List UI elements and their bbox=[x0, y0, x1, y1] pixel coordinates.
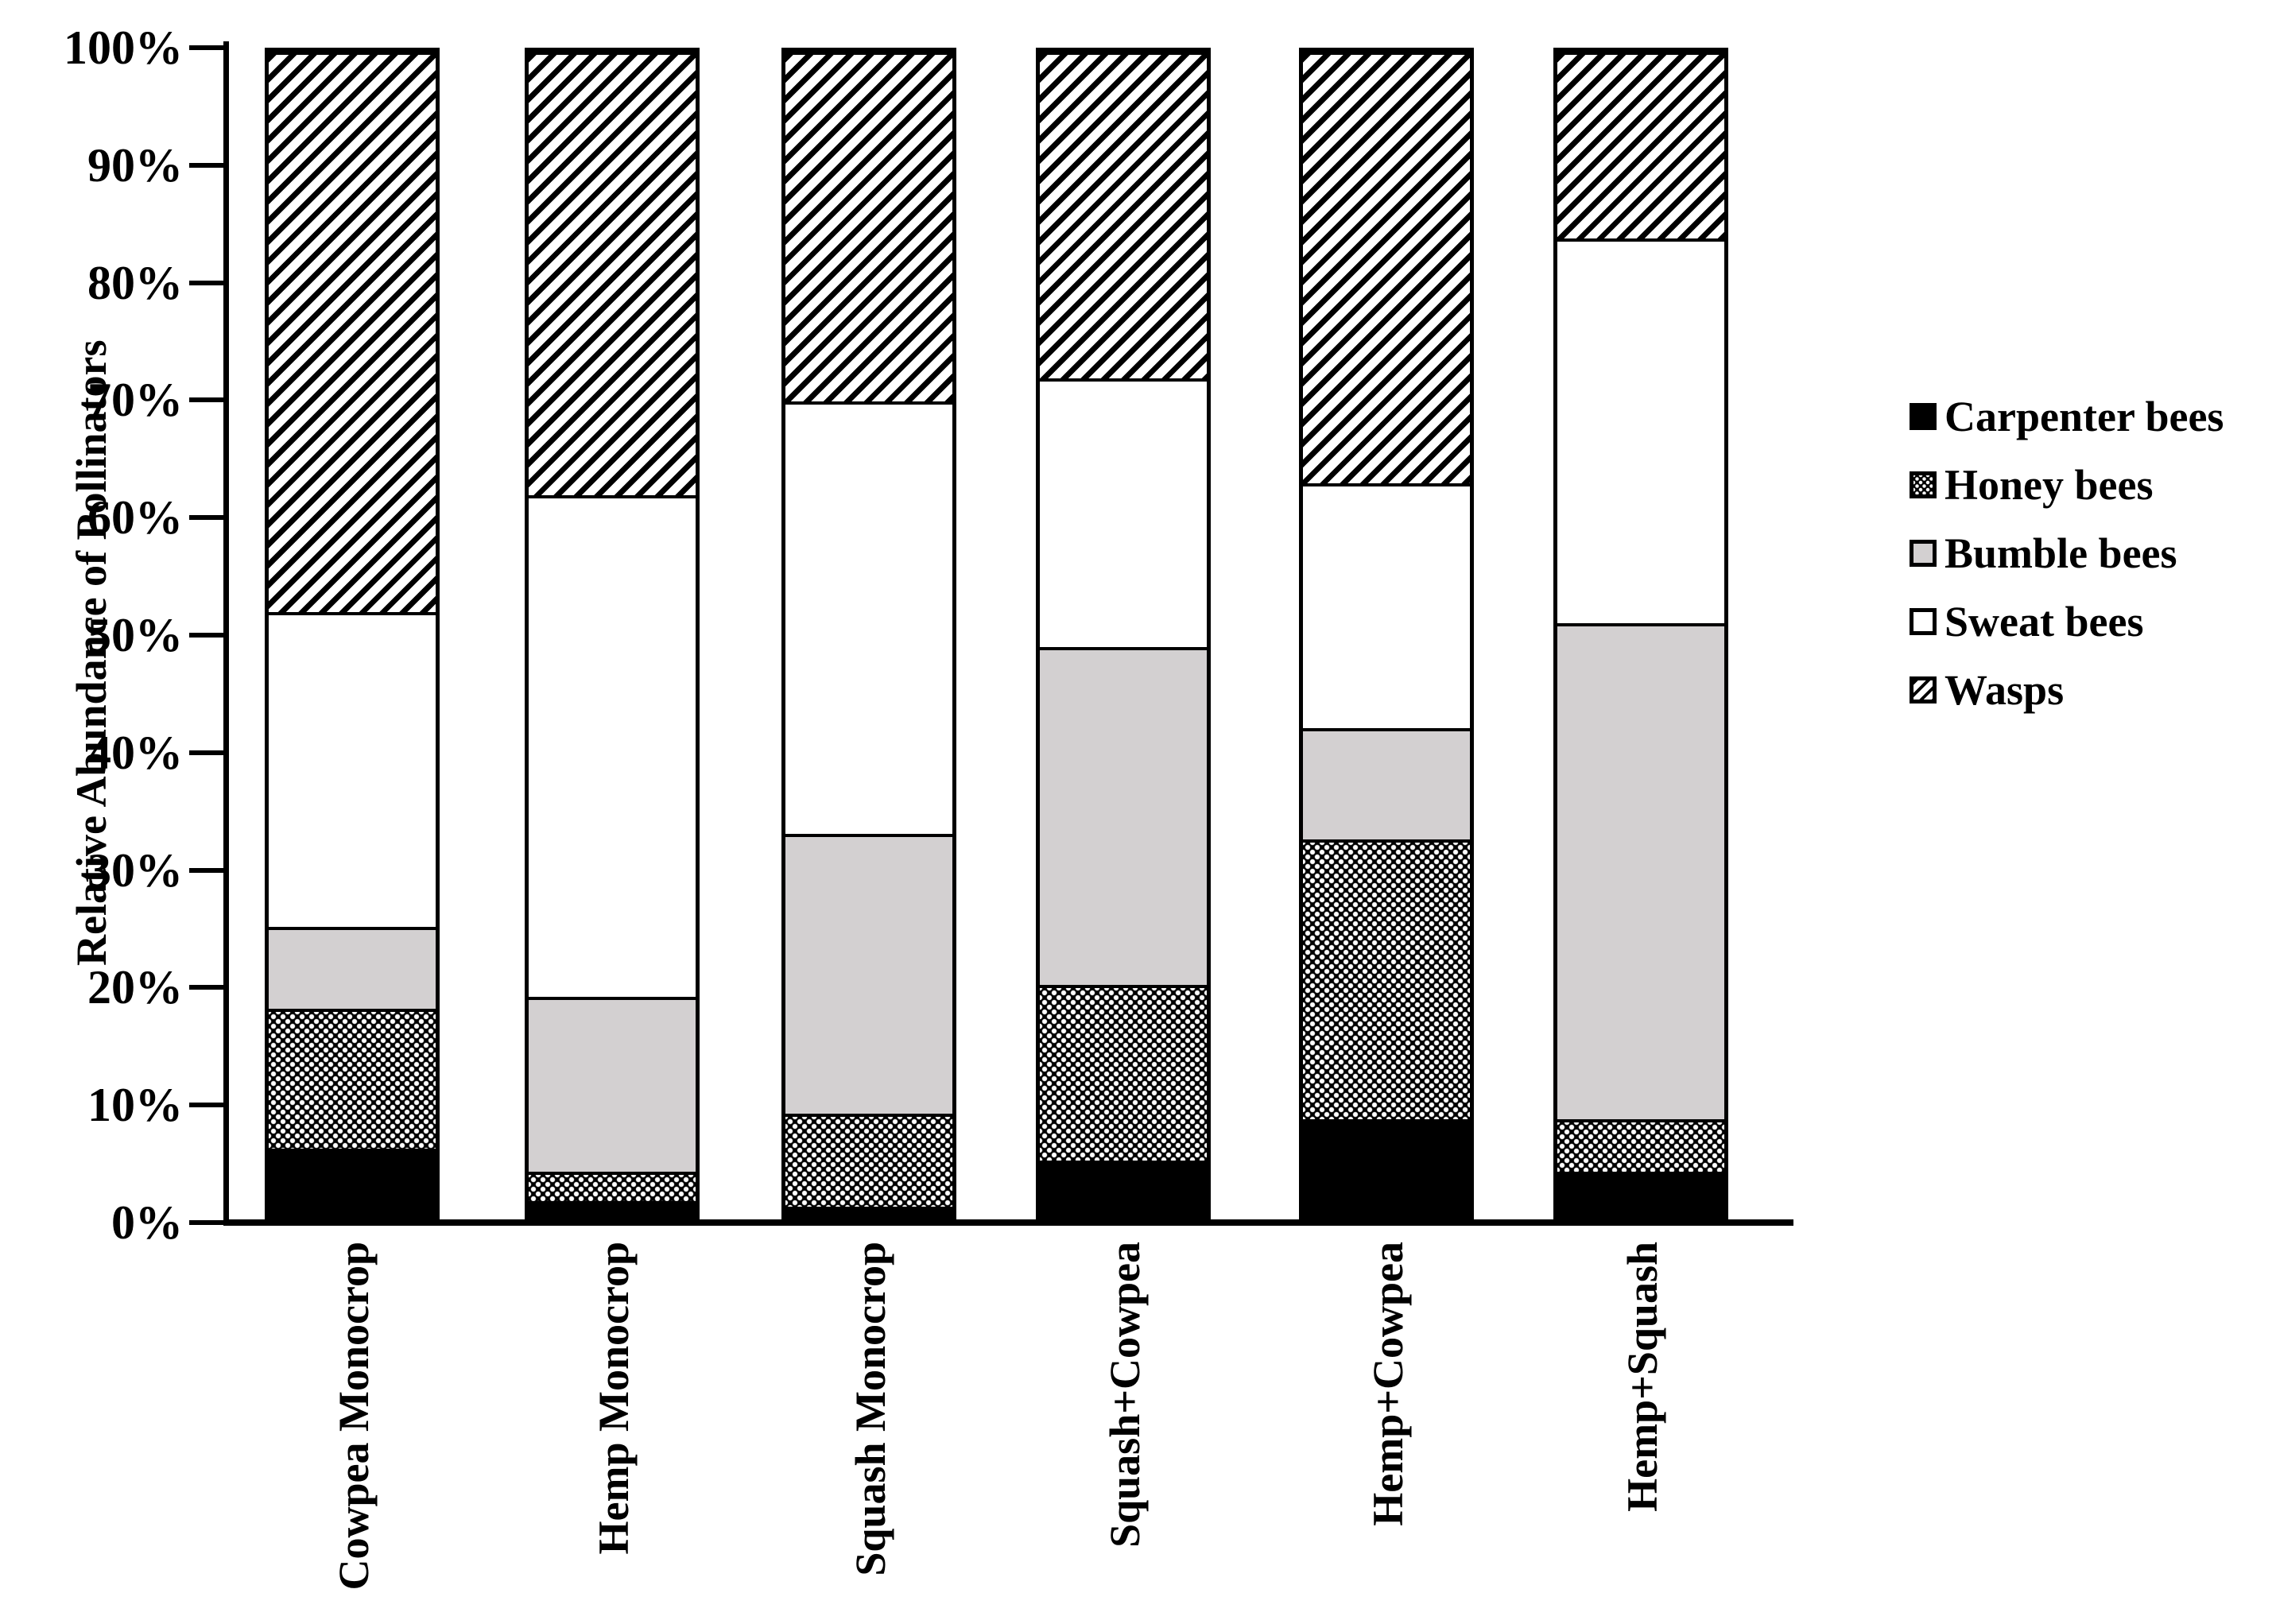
x-axis-label-hemp-squash: Hemp+Squash bbox=[1619, 1242, 1666, 1512]
segment-squash-monocrop-sweat-bees bbox=[785, 401, 952, 834]
x-axis-label-hemp-cowpea: Hemp+Cowpea bbox=[1364, 1242, 1412, 1526]
segment-hemp-monocrop-bumble-bees bbox=[529, 997, 696, 1172]
segment-squash-monocrop-bumble-bees bbox=[785, 833, 952, 1114]
x-axis-label-hemp-monocrop: Hemp Monocrop bbox=[590, 1242, 638, 1555]
y-tick-label-10-: 10% bbox=[87, 1079, 183, 1132]
bar-squash-monocrop bbox=[781, 48, 956, 1223]
legend-item-wasps: Wasps bbox=[1910, 665, 2064, 715]
segment-hemp-monocrop-carpenter-bees bbox=[529, 1200, 696, 1219]
y-tick-20- bbox=[189, 985, 224, 990]
y-tick-40- bbox=[189, 750, 224, 755]
segment-squash-monocrop-honey-bees bbox=[785, 1113, 952, 1207]
legend-swatch-wasps bbox=[1910, 676, 1937, 703]
y-tick-50- bbox=[189, 633, 224, 638]
y-tick-label-50-: 50% bbox=[87, 609, 183, 661]
segment-hemp-monocrop-wasps bbox=[529, 52, 696, 495]
y-tick-label-20-: 20% bbox=[87, 961, 183, 1014]
segment-hemp-monocrop-sweat-bees bbox=[529, 494, 696, 998]
legend-label-sweat-bees: Sweat bees bbox=[1944, 598, 2144, 645]
y-tick-label-40-: 40% bbox=[87, 726, 183, 779]
legend-swatch-carpenter-bees bbox=[1910, 403, 1937, 430]
segment-hemp-cowpea-bumble-bees bbox=[1303, 728, 1470, 839]
x-axis-label-squash-monocrop: Squash Monocrop bbox=[847, 1242, 894, 1576]
segment-squash-monocrop-carpenter-bees bbox=[785, 1207, 952, 1219]
y-tick-label-90-: 90% bbox=[87, 138, 183, 192]
segment-hemp-squash-carpenter-bees bbox=[1557, 1172, 1724, 1219]
segment-squash-cowpea-bumble-bees bbox=[1040, 646, 1207, 986]
segment-hemp-squash-bumble-bees bbox=[1557, 623, 1724, 1120]
x-axis-label-squash-cowpea: Squash+Cowpea bbox=[1101, 1242, 1149, 1548]
legend-swatch-bumble-bees bbox=[1910, 540, 1937, 567]
y-tick-label-60-: 60% bbox=[87, 491, 183, 545]
legend-label-bumble-bees: Bumble bees bbox=[1944, 529, 2177, 577]
segment-squash-cowpea-sweat-bees bbox=[1040, 378, 1207, 647]
y-tick-30- bbox=[189, 867, 224, 873]
legend-item-bumble-bees: Bumble bees bbox=[1910, 528, 2177, 579]
bar-hemp-squash bbox=[1553, 48, 1728, 1223]
segment-squash-cowpea-wasps bbox=[1040, 52, 1207, 379]
segment-hemp-monocrop-honey-bees bbox=[529, 1172, 696, 1201]
legend-label-wasps: Wasps bbox=[1944, 666, 2065, 714]
y-axis-line bbox=[223, 41, 229, 1226]
x-axis-line bbox=[223, 1219, 1793, 1226]
segment-cowpea-monocrop-wasps bbox=[269, 52, 436, 612]
legend-label-honey-bees: Honey bees bbox=[1944, 461, 2154, 509]
legend-label-carpenter-bees: Carpenter bees bbox=[1944, 393, 2224, 440]
x-axis-label-cowpea-monocrop: Cowpea Monocrop bbox=[330, 1242, 378, 1591]
y-tick-90- bbox=[189, 162, 224, 168]
segment-squash-monocrop-wasps bbox=[785, 52, 952, 402]
y-tick-60- bbox=[189, 515, 224, 521]
legend-item-honey-bees: Honey bees bbox=[1910, 459, 2154, 510]
y-tick-10- bbox=[189, 1103, 224, 1108]
y-tick-label-100-: 100% bbox=[64, 21, 183, 74]
legend-item-carpenter-bees: Carpenter bees bbox=[1910, 391, 2224, 442]
segment-cowpea-monocrop-sweat-bees bbox=[269, 611, 436, 928]
segment-hemp-squash-honey-bees bbox=[1557, 1119, 1724, 1172]
bar-hemp-monocrop bbox=[525, 48, 700, 1223]
y-tick-label-30-: 30% bbox=[87, 843, 183, 897]
segment-hemp-cowpea-wasps bbox=[1303, 52, 1470, 484]
legend-item-sweat-bees: Sweat bees bbox=[1910, 596, 2143, 647]
bar-cowpea-monocrop bbox=[265, 48, 440, 1223]
legend-swatch-honey-bees bbox=[1910, 471, 1937, 498]
y-tick-70- bbox=[189, 397, 224, 403]
segment-cowpea-monocrop-bumble-bees bbox=[269, 927, 436, 1009]
y-tick-0- bbox=[189, 1220, 224, 1225]
y-tick-100- bbox=[189, 45, 224, 50]
segment-hemp-cowpea-sweat-bees bbox=[1303, 483, 1470, 729]
segment-hemp-cowpea-carpenter-bees bbox=[1303, 1119, 1470, 1219]
segment-squash-cowpea-carpenter-bees bbox=[1040, 1160, 1207, 1219]
segment-squash-cowpea-honey-bees bbox=[1040, 985, 1207, 1161]
y-tick-label-80-: 80% bbox=[87, 256, 183, 309]
bar-squash-cowpea bbox=[1036, 48, 1211, 1223]
segment-hemp-squash-wasps bbox=[1557, 52, 1724, 238]
y-tick-label-0-: 0% bbox=[111, 1196, 183, 1249]
segment-hemp-squash-sweat-bees bbox=[1557, 238, 1724, 624]
legend-swatch-sweat-bees bbox=[1910, 608, 1937, 635]
bar-hemp-cowpea bbox=[1299, 48, 1474, 1223]
segment-cowpea-monocrop-carpenter-bees bbox=[269, 1148, 436, 1219]
y-tick-label-70-: 70% bbox=[87, 374, 183, 427]
segment-hemp-cowpea-honey-bees bbox=[1303, 839, 1470, 1120]
y-tick-80- bbox=[189, 280, 224, 285]
segment-cowpea-monocrop-honey-bees bbox=[269, 1008, 436, 1149]
